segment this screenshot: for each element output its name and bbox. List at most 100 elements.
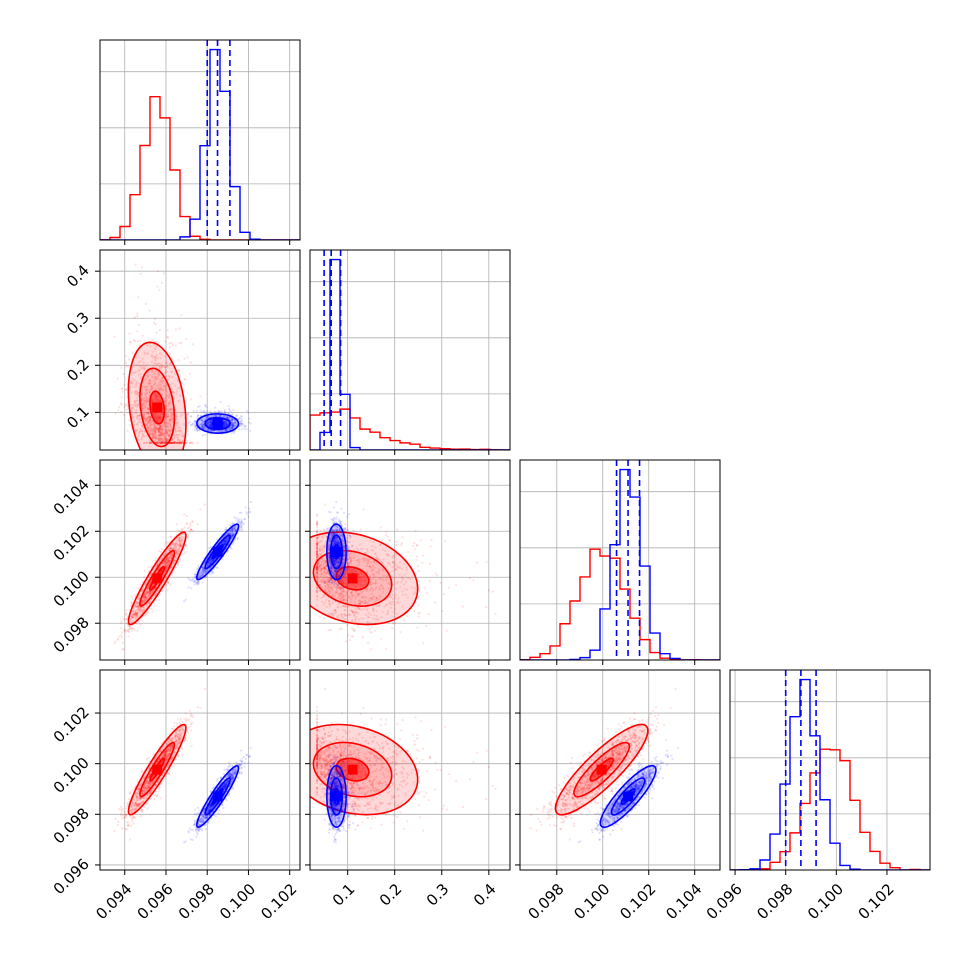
scatter-point [135,356,138,359]
scatter-point [191,579,194,582]
scatter-point [188,578,191,581]
scatter-point [148,592,151,595]
scatter-point [160,438,163,441]
scatter-point [126,629,129,633]
scatter-point [160,433,163,437]
scatter-point [171,553,174,557]
scatter-point [179,440,182,444]
scatter-point [170,407,174,411]
scatter-point [231,533,234,536]
scatter-point [140,601,143,604]
scatter-point [209,559,212,562]
scatter-point [147,382,150,385]
scatter-point [123,629,126,632]
scatter-point [165,542,168,545]
scatter-point [175,556,178,559]
scatter-point [167,396,170,399]
scatter-point [161,376,164,379]
scatter-point [201,571,204,574]
scatter-point [199,572,202,575]
scatter-point [146,416,149,419]
scatter-point [224,429,228,432]
y-tick-label-1-2: 0.3 [63,308,93,338]
scatter-point [144,599,148,602]
scatter-point [146,391,149,394]
scatter-point [223,542,226,546]
scatter-point [191,520,194,523]
scatter-point [116,637,119,640]
scatter-point [155,353,159,356]
scatter-point [165,362,168,365]
scatter-point [178,540,181,544]
scatter-point [139,609,142,612]
scatter-point [178,539,181,542]
scatter-point [158,425,162,428]
scatter-point [165,424,168,427]
scatter-point [209,561,213,564]
scatter-point [166,564,169,567]
scatter-point [226,532,229,535]
scatter-point [209,422,212,425]
scatter-point [189,423,192,427]
scatter-point [192,343,195,346]
scatter-point [175,542,178,545]
scatter-point [149,441,152,444]
scatter-point [158,566,161,569]
scatter-point [231,418,234,422]
scatter-point [137,602,140,605]
scatter-point [146,411,149,415]
scatter-point [135,409,138,412]
scatter-point [157,430,160,433]
scatter-point [144,400,147,403]
scatter-point [210,419,213,422]
scatter-point [167,409,170,413]
scatter-point [153,421,156,425]
scatter-point [224,429,227,432]
scatter-point [223,424,227,427]
scatter-point [164,407,167,410]
scatter-point [181,441,184,444]
scatter-point [171,413,174,416]
scatter-point [231,542,234,545]
scatter-point [249,422,252,425]
scatter-point [146,400,149,403]
scatter-point [200,572,203,575]
scatter-point [204,412,207,415]
scatter-point [149,424,152,427]
scatter-point [167,563,170,567]
scatter-point [136,340,139,343]
scatter-point [154,431,157,435]
scatter-point [225,420,228,423]
scatter-point [165,415,168,418]
scatter-point [220,429,224,432]
scatter-point [198,580,201,584]
scatter-point [141,600,144,603]
scatter-point [196,429,199,433]
scatter-point [130,617,134,620]
scatter-point [136,393,139,396]
scatter-point [202,425,205,428]
scatter-point [234,421,237,424]
scatter-point [172,546,175,549]
scatter-point [174,549,178,552]
scatter-point [149,419,152,422]
scatter-point [163,426,166,429]
scatter-point [149,590,152,593]
scatter-point [141,424,144,427]
scatter-point [167,581,170,584]
scatter-point [131,597,134,600]
scatter-point [226,422,229,425]
scatter-point [136,613,139,616]
scatter-point [137,605,140,609]
scatter-point [180,528,183,531]
scatter-point [148,382,151,385]
scatter-point [164,430,167,433]
scatter-point [166,422,169,425]
scatter-point [176,551,179,554]
scatter-point [137,296,140,299]
scatter-point [157,427,160,430]
scatter-point [149,600,152,603]
scatter-point [152,436,155,439]
scatter-point [240,529,243,532]
scatter-point [167,550,170,553]
